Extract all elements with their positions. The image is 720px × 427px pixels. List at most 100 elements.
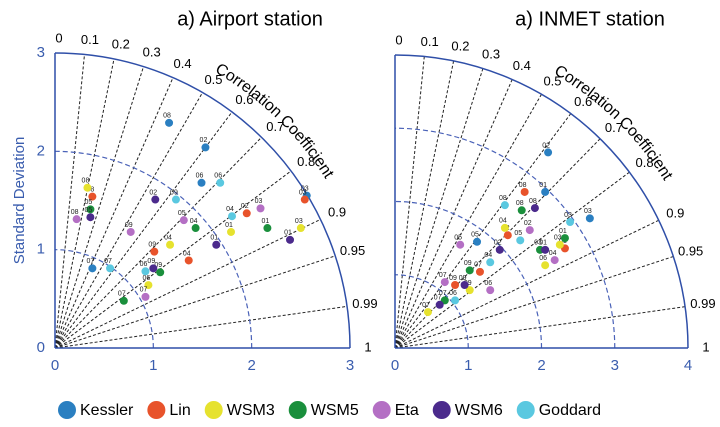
corr-line xyxy=(394,56,425,349)
data-point xyxy=(86,213,95,222)
data-point xyxy=(555,240,564,249)
data-point xyxy=(451,296,460,305)
legend-marker xyxy=(516,401,535,419)
legend-label: Eta xyxy=(395,402,419,419)
data-point xyxy=(141,292,150,301)
corr-line xyxy=(54,111,233,349)
corr-line xyxy=(394,113,572,349)
corr-tick-label: 0.8 xyxy=(636,155,654,170)
point-label: 08 xyxy=(519,182,527,189)
corr-tick-label: 0.95 xyxy=(340,243,365,258)
point-label: 04 xyxy=(484,252,492,259)
data-point xyxy=(151,195,160,204)
data-point xyxy=(440,278,449,287)
point-label: 09 xyxy=(170,189,178,196)
corr-tick-label: 0.9 xyxy=(666,206,684,221)
point-label: 01 xyxy=(284,230,292,237)
point-label: 03 xyxy=(564,212,572,219)
data-point xyxy=(72,215,81,224)
corr-line xyxy=(54,92,203,349)
data-point xyxy=(296,224,305,233)
point-label: 02 xyxy=(494,240,502,247)
corr-line xyxy=(54,54,85,349)
data-point xyxy=(456,240,465,249)
point-label: 05 xyxy=(85,207,93,214)
point-label: 05 xyxy=(514,230,522,237)
data-point xyxy=(263,224,272,233)
corr-line xyxy=(54,170,292,349)
point-label: 01 xyxy=(539,240,547,247)
data-point xyxy=(141,267,150,276)
x-tick-label: 1 xyxy=(149,357,157,374)
data-point xyxy=(541,261,550,270)
point-label: 08 xyxy=(71,209,79,216)
corr-tick-label: 0.4 xyxy=(174,56,192,71)
legend-marker xyxy=(204,401,223,419)
chart-title: a) Airport station xyxy=(177,8,323,30)
point-label: 02 xyxy=(241,203,249,210)
data-point xyxy=(475,267,484,276)
corr-tick-label: 0.5 xyxy=(204,72,222,87)
data-point xyxy=(184,256,193,265)
data-point xyxy=(88,264,97,273)
data-point xyxy=(495,245,504,254)
std-arc xyxy=(54,249,154,349)
data-point xyxy=(197,178,206,187)
point-label: 08 xyxy=(529,198,537,205)
corr-line xyxy=(394,171,630,349)
point-label: 09 xyxy=(154,262,162,269)
point-label: 02 xyxy=(149,189,157,196)
point-label: 03 xyxy=(255,198,263,205)
point-label: 04 xyxy=(183,250,191,257)
point-label: 01 xyxy=(559,238,567,245)
point-label: 07 xyxy=(434,295,442,302)
data-point xyxy=(227,227,236,236)
point-label: 06 xyxy=(484,280,492,287)
corr-tick-label: 0.2 xyxy=(112,37,130,52)
data-point xyxy=(473,237,482,246)
corr-axis-label: Correlation Coefficient xyxy=(551,62,675,183)
chart-title: a) INMET station xyxy=(515,8,665,30)
x-tick-label: 4 xyxy=(684,357,692,374)
point-label: 01 xyxy=(225,222,233,229)
data-point xyxy=(150,247,159,256)
legend-marker xyxy=(372,401,391,419)
data-point xyxy=(486,258,495,267)
data-point xyxy=(503,231,512,240)
data-point xyxy=(171,195,180,204)
data-point xyxy=(465,286,474,295)
corr-line xyxy=(54,218,321,349)
data-point xyxy=(106,264,115,273)
data-point xyxy=(156,268,165,277)
point-label: 05 xyxy=(471,232,479,239)
point-label: 08 xyxy=(163,113,171,120)
point-label: 09 xyxy=(147,258,155,265)
corr-axis-label-text: Correlation Coefficient xyxy=(212,61,337,182)
std-arc xyxy=(54,52,351,349)
corr-tick-label: 0.6 xyxy=(235,92,253,107)
legend-marker xyxy=(58,401,76,419)
std-arc xyxy=(54,150,253,349)
data-point xyxy=(201,143,210,152)
corr-tick-label: 0.8 xyxy=(297,154,315,169)
corr-tick-label: 0.1 xyxy=(81,32,99,47)
std-arc xyxy=(394,200,543,349)
data-point xyxy=(166,240,175,249)
point-label: 04 xyxy=(499,218,507,225)
data-point xyxy=(216,178,225,187)
point-label: 07 xyxy=(86,258,94,265)
point-label: 03 xyxy=(295,218,303,225)
point-label: 06 xyxy=(143,275,151,282)
data-point xyxy=(500,201,509,210)
point-label: 07 xyxy=(474,262,482,269)
point-label: 03 xyxy=(534,240,542,247)
corr-tick-label: 0.99 xyxy=(352,296,377,311)
data-point xyxy=(486,286,495,295)
point-label: 09 xyxy=(464,260,472,267)
x-tick-label: 3 xyxy=(611,357,619,374)
data-point xyxy=(435,300,444,309)
y-tick-label: 0 xyxy=(37,339,45,356)
point-label: 03 xyxy=(584,208,592,215)
legend-label: WSM6 xyxy=(455,402,503,419)
